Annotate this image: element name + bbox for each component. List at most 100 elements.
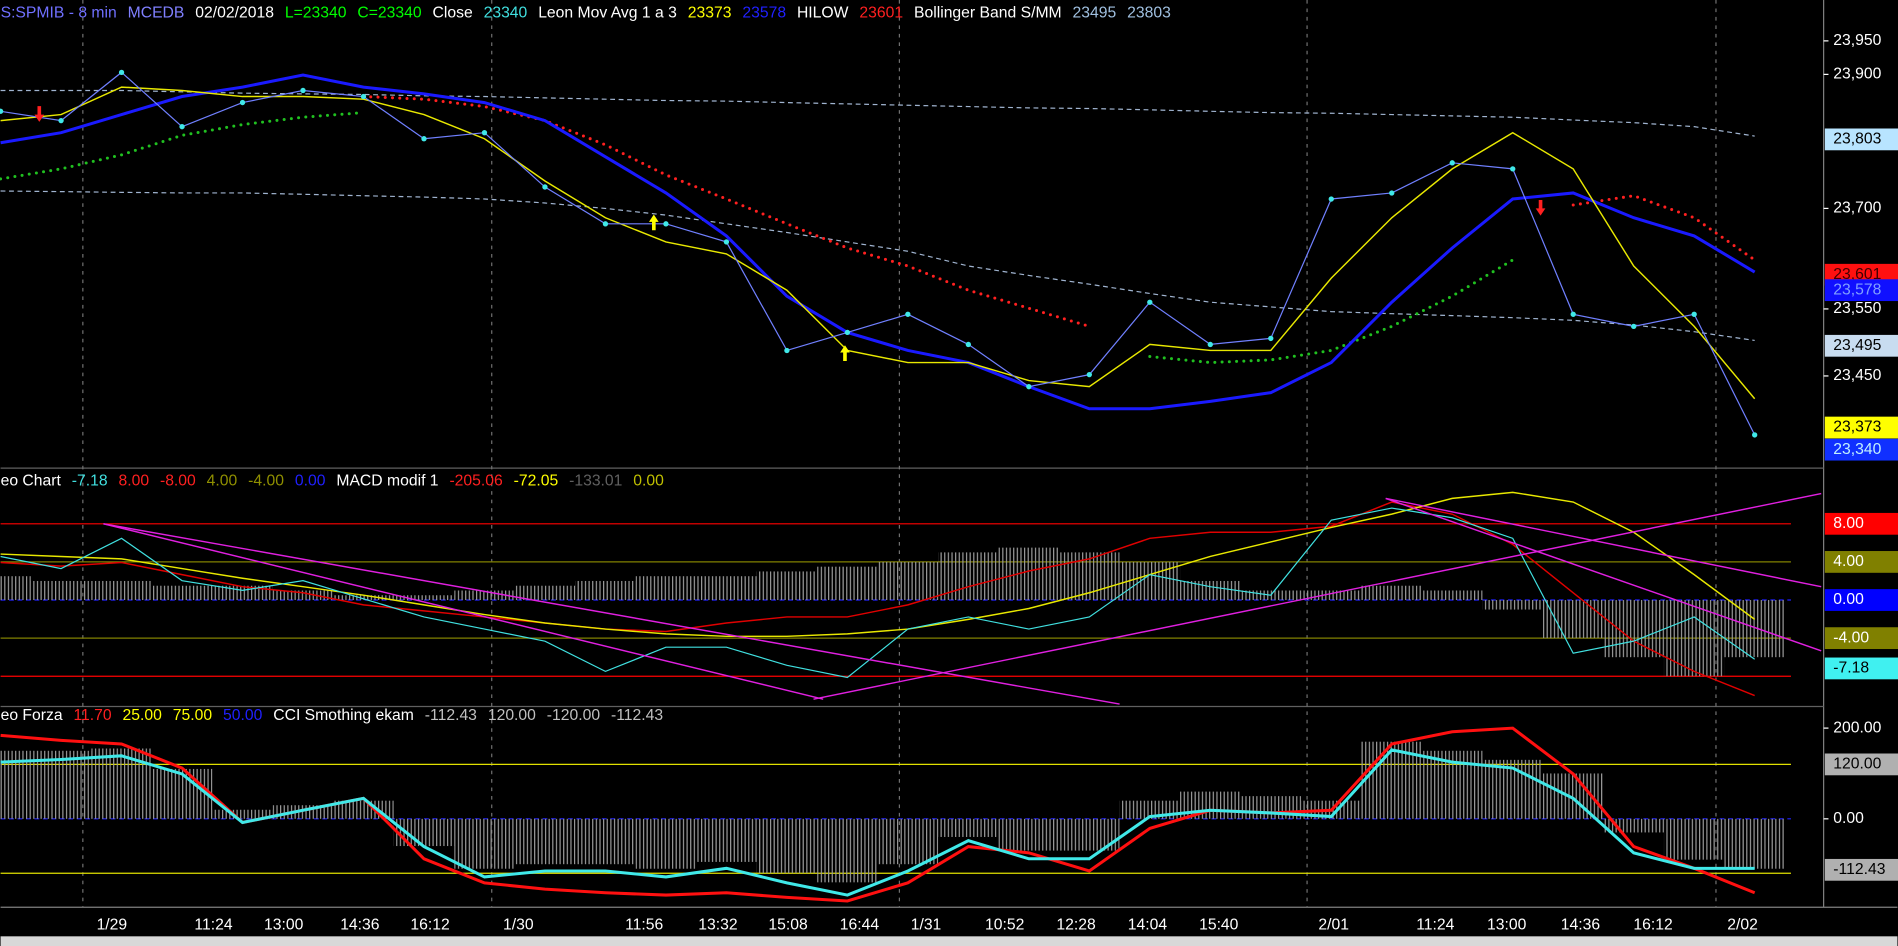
- histogram-bar: [393, 818, 455, 847]
- histogram-bar: [1301, 590, 1362, 601]
- signal-arrow: [840, 345, 850, 361]
- x-tick-label: 16:44: [840, 917, 880, 934]
- series-line: [0, 86, 1756, 400]
- histogram-bar: [1603, 600, 1664, 658]
- value-label: 120.00: [1833, 756, 1881, 773]
- legend-entry: -205.06: [449, 473, 503, 490]
- legend-entry: C=23340: [357, 4, 421, 21]
- price-marker: [723, 239, 730, 245]
- legend-entry: 23495: [1073, 4, 1117, 21]
- value-label: 23,373: [1833, 419, 1881, 436]
- histogram-bar: [514, 818, 576, 865]
- legend-entry: -133.01: [569, 473, 622, 490]
- series-line: [361, 95, 1757, 328]
- legend-entry: -8.00: [160, 473, 196, 490]
- trend-line: [1385, 497, 1822, 588]
- value-label: -7.18: [1833, 660, 1869, 677]
- legend-entry: MACD modif 1: [336, 473, 438, 490]
- x-tick-label: 13:32: [698, 917, 737, 934]
- histogram-bar: [1663, 600, 1725, 677]
- histogram-bar: [1724, 600, 1785, 658]
- x-tick-label: 11:56: [625, 917, 663, 934]
- value-box: [1824, 753, 1898, 776]
- legend-entry: CCI Smothing ekam: [273, 707, 414, 724]
- value-box: [1824, 438, 1898, 461]
- histogram-bar: [817, 566, 878, 601]
- legend-entry: 23803: [1127, 4, 1171, 21]
- price-marker: [663, 221, 669, 227]
- y-tick-label: 23,450: [1833, 367, 1881, 384]
- tick-box: [1824, 551, 1898, 573]
- x-tick-label: 16:12: [410, 917, 449, 934]
- price-marker: [118, 69, 125, 76]
- value-box: [1824, 128, 1898, 151]
- histogram-bar: [151, 768, 213, 819]
- value-box: [1824, 334, 1898, 357]
- x-tick-label: 11:24: [1416, 917, 1454, 934]
- histogram-bar: [30, 580, 92, 601]
- legend-entry: Leon Mov Avg 1 a 3: [538, 4, 677, 21]
- signal-arrow: [1535, 199, 1546, 216]
- histogram-bar: [393, 595, 455, 601]
- y-tick-label: 23,700: [1833, 200, 1881, 217]
- histogram-bar: [272, 590, 334, 601]
- legend-entry: Close: [433, 4, 473, 21]
- x-tick-label: 14:36: [340, 917, 380, 934]
- histogram-bar: [817, 818, 878, 883]
- price-marker: [360, 93, 367, 100]
- x-tick-label: 1/30: [503, 917, 534, 934]
- series-line: [0, 491, 1756, 638]
- histogram-bar: [333, 595, 394, 601]
- signal-arrow: [34, 106, 45, 122]
- legend-entry: -7.18: [72, 473, 108, 490]
- tick-box: [1824, 589, 1898, 611]
- legend-entry: -4.00: [248, 473, 284, 490]
- signal-arrow: [648, 214, 659, 231]
- price-marker: [1570, 311, 1576, 317]
- histogram-bar: [938, 818, 999, 837]
- legend-entry: -72.05: [514, 473, 559, 490]
- value-label: -112.43: [1833, 861, 1885, 878]
- histogram-bar: [575, 580, 636, 601]
- histogram-bar: [877, 818, 939, 865]
- price-marker: [481, 130, 488, 136]
- histogram-bar: [151, 585, 213, 601]
- legend-entry: 120.00: [488, 707, 536, 724]
- histogram-bar: [635, 576, 697, 601]
- x-tick-label: 10:52: [985, 917, 1024, 934]
- y-tick-label: 23,950: [1833, 32, 1881, 49]
- legend-entry: 0.00: [633, 473, 664, 490]
- scrollbar[interactable]: [0, 936, 1898, 946]
- legend-entry: MCEDB: [128, 4, 185, 21]
- legend-entry: 4.00: [207, 473, 238, 490]
- legend-entry: 23373: [688, 4, 732, 21]
- y-tick-label: 4.00: [1833, 553, 1864, 570]
- series-line: [0, 748, 1755, 897]
- tick-box: [1824, 627, 1898, 650]
- legend-header: S:SPMIB - 8 min MCEDB 02/02/2018 L=23340 C=2…: [1, 4, 1172, 21]
- value-label: 23,578: [1833, 281, 1881, 298]
- x-tick-label: 12:28: [1056, 917, 1096, 934]
- x-tick-label: 2/02: [1727, 917, 1758, 934]
- histogram-bar: [30, 750, 92, 819]
- price-marker: [542, 184, 548, 190]
- x-tick-label: 1/31: [911, 917, 942, 934]
- histogram-bar: [1422, 590, 1483, 601]
- histogram-bar: [514, 585, 576, 601]
- series-line: [0, 501, 1755, 697]
- x-tick-label: 13:00: [1487, 917, 1527, 934]
- histogram-bar: [1180, 580, 1241, 601]
- x-tick-label: 14:04: [1128, 917, 1168, 934]
- tick-box: [1824, 512, 1898, 535]
- series-line: [0, 73, 1756, 411]
- histogram-bar: [998, 818, 1060, 851]
- price-marker: [965, 341, 972, 348]
- histogram-bar: [212, 809, 273, 819]
- value-label: 23,340: [1833, 441, 1881, 458]
- histogram-bar: [1482, 600, 1543, 610]
- histogram-bar: [91, 580, 152, 601]
- price-marker: [1691, 311, 1697, 317]
- histogram-bar: [1542, 773, 1604, 819]
